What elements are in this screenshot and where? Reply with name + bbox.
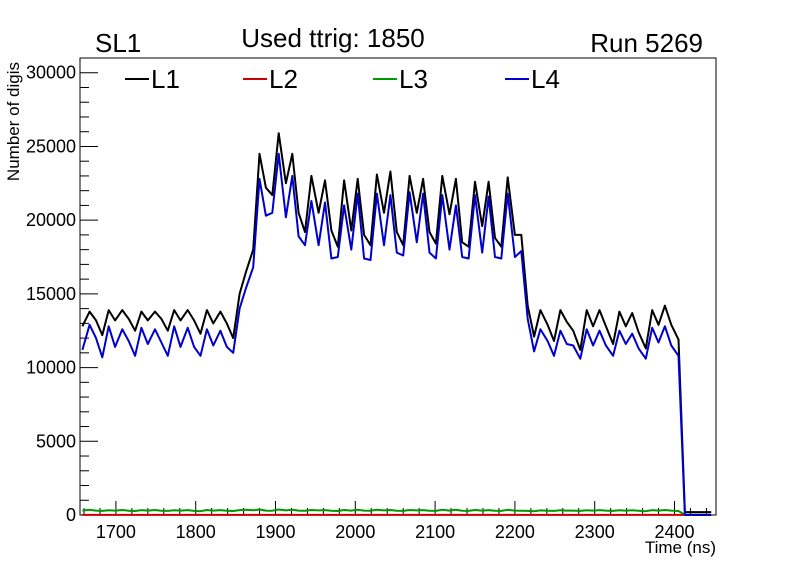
header-right: Run 5269 [590, 28, 703, 58]
y-tick-label: 0 [66, 505, 76, 525]
x-tick-label: 2200 [495, 522, 535, 542]
y-tick-label: 20000 [26, 210, 76, 230]
header-center: Used ttrig: 1850 [241, 23, 425, 53]
x-tick-label: 2400 [654, 522, 694, 542]
y-axis-title: Number of digis [4, 62, 23, 181]
legend-label-l3: L3 [399, 64, 428, 94]
series-line-l3 [82, 508, 712, 516]
x-tick-label: 1800 [176, 522, 216, 542]
x-tick-label: 2000 [335, 522, 375, 542]
plot-area: 1700 1800 1900 2000 2100 2200 2300 2400 0 5000 100… [26, 57, 717, 542]
plot-frame [79, 57, 717, 516]
series-line-l1 [81, 132, 712, 514]
header-left: SL1 [95, 28, 141, 58]
legend: L1 L2 L3 L4 [125, 64, 560, 94]
y-tick-label: 30000 [26, 63, 76, 83]
legend-label-l1: L1 [151, 64, 180, 94]
x-tick-label: 2300 [575, 522, 615, 542]
x-tick-label: 1700 [96, 522, 136, 542]
legend-label-l2: L2 [269, 64, 298, 94]
x-tick-label: 1900 [255, 522, 295, 542]
y-tick-label: 5000 [36, 431, 76, 451]
y-tick-label: 25000 [26, 136, 76, 156]
y-tick-label: 10000 [26, 358, 76, 378]
x-tick-label: 2100 [415, 522, 455, 542]
x-axis-title: Time (ns) [645, 538, 716, 557]
series-line-l4 [81, 152, 712, 516]
y-tick-label: 15000 [26, 284, 76, 304]
legend-label-l4: L4 [531, 64, 560, 94]
